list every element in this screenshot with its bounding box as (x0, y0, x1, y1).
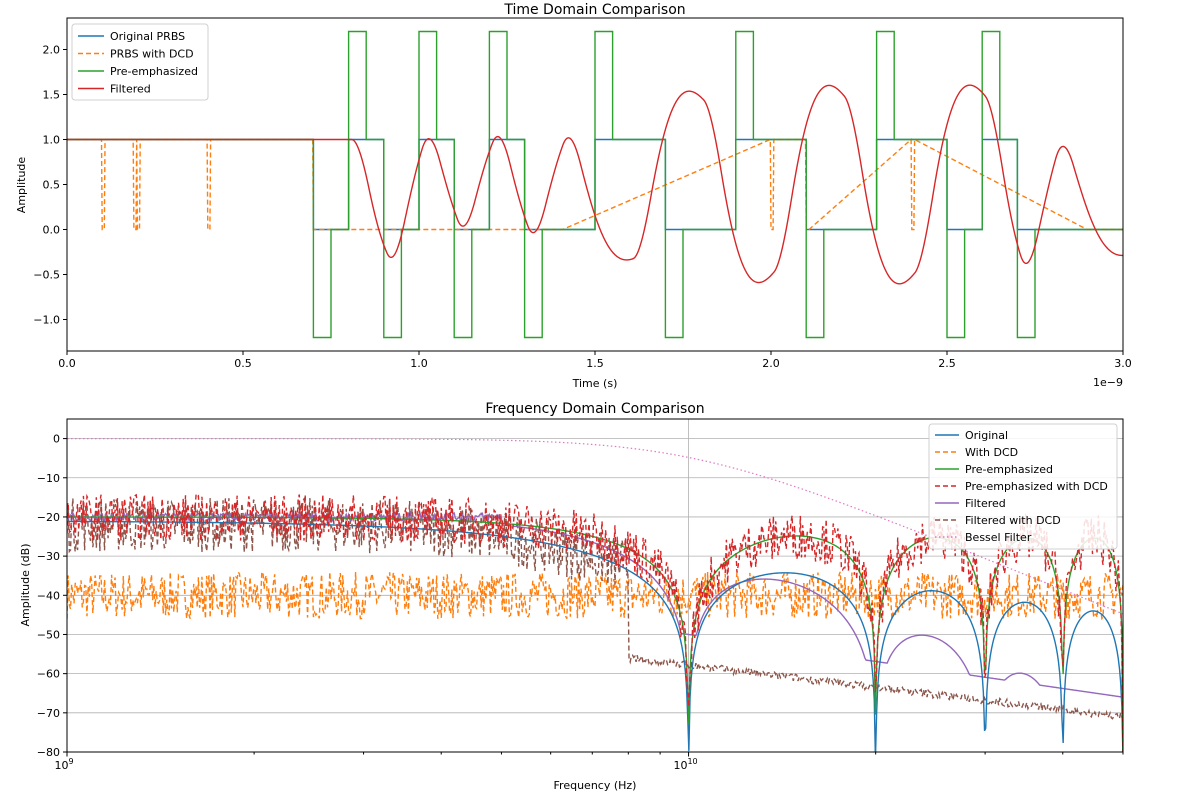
y-tick-label: −40 (37, 589, 60, 602)
x-tick-label: 1.5 (586, 357, 604, 370)
chart-title-frequency: Frequency Domain Comparison (485, 401, 704, 417)
x-tick-label: 2.0 (762, 357, 780, 370)
y-tick-label: −10 (37, 472, 60, 485)
axes-frame-frequency (66, 418, 1124, 753)
x-tick-label: 1010 (673, 757, 697, 772)
y-tick-label: −80 (37, 746, 60, 759)
y-tick-label: −1.0 (33, 314, 60, 327)
series-line-bessel-filter (67, 437, 1123, 615)
legend-label-original: Original (965, 429, 1008, 442)
y-tick-label: −0.5 (33, 269, 60, 282)
legend-label-pre-emphasized-with-dcd: Pre-emphasized with DCD (965, 480, 1108, 493)
x-tick-label: 2.5 (938, 357, 956, 370)
legend-label-filtered: Filtered (965, 497, 1006, 510)
legend-box (71, 23, 209, 101)
legend-label-original-prbs: Original PRBS (110, 30, 185, 43)
y-axis-label-time: Amplitude (15, 157, 28, 214)
x-ticks-frequency: 109 1010 (54, 752, 1124, 772)
legend-label-prbs-with-dcd: PRBS with DCD (110, 48, 194, 61)
frequency-domain-chart: Frequency Domain Comparison 109 1010 0 −10… (19, 401, 1124, 792)
y-tick-label: 1.5 (43, 89, 61, 102)
legend-label-pre-emphasized: Pre-emphasized (110, 65, 198, 78)
y-tick-label: 1.0 (43, 134, 61, 147)
chart-title-time: Time Domain Comparison (503, 2, 685, 18)
legend-frequency: Original With DCD Pre-emphasized Pre-emphas… (928, 423, 1118, 550)
x-tick-label: 0.5 (234, 357, 252, 370)
x-tick-label: 1.0 (410, 357, 428, 370)
time-domain-chart: Time Domain Comparison 0.0 0.5 1.0 1.5 2.0 2.… (15, 2, 1132, 390)
time-series-group (67, 30, 1123, 339)
x-axis-label-time: Time (s) (572, 377, 618, 390)
y-axis-label-frequency: Amplitude (dB) (19, 544, 32, 627)
series-line-filtered-with-dcd (67, 497, 1123, 720)
y-tick-label: 0 (53, 433, 60, 446)
y-ticks-time: −1.0 −0.5 0.0 0.5 1.0 1.5 2.0 (33, 44, 67, 327)
y-ticks-frequency: 0 −10 −20 −30 −40 −50 −60 −70 −80 (37, 433, 67, 759)
x-axis-label-frequency: Frequency (Hz) (554, 779, 637, 792)
series-line-original (67, 520, 1123, 752)
legend-label-filtered: Filtered (110, 83, 151, 96)
y-tick-label: 0.0 (43, 224, 61, 237)
x-tick-label: 109 (54, 757, 73, 772)
legend-label-with-dcd: With DCD (965, 446, 1018, 459)
y-tick-label: −70 (37, 707, 60, 720)
legend-box (928, 423, 1118, 550)
y-tick-label: 0.5 (43, 179, 61, 192)
y-tick-label: 2.0 (43, 44, 61, 57)
legend-label-pre-emphasized: Pre-emphasized (965, 463, 1053, 476)
x-offset-text-time: 1e−9 (1093, 376, 1123, 389)
y-tick-label: −50 (37, 628, 60, 641)
x-tick-label: 3.0 (1114, 357, 1132, 370)
x-ticks-time: 0.0 0.5 1.0 1.5 2.0 2.5 3.0 (58, 351, 1132, 370)
y-tick-label: −20 (37, 511, 60, 524)
y-tick-label: −60 (37, 668, 60, 681)
series-line-pre-emphasized (67, 30, 1123, 339)
y-tick-label: −30 (37, 550, 60, 563)
x-tick-label: 0.0 (58, 357, 76, 370)
legend-label-filtered-with-dcd: Filtered with DCD (965, 514, 1061, 527)
series-line-with-dcd (67, 570, 1123, 621)
legend-time: Original PRBS PRBS with DCD Pre-emphasized… (71, 23, 209, 101)
series-line-filtered (67, 84, 1123, 285)
legend-label-bessel-filter: Bessel Filter (965, 531, 1032, 544)
